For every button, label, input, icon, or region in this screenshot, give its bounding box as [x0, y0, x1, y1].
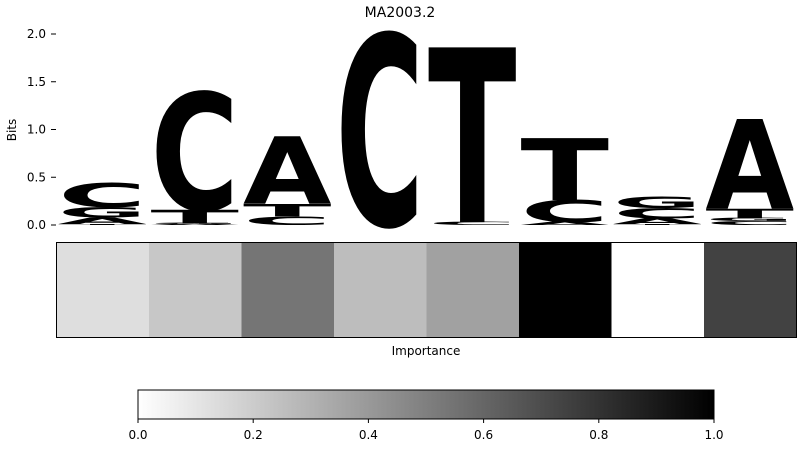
importance-cell [334, 242, 427, 338]
logo-y-ticks: 0.0 0.5 1.0 1.5 2.0 [27, 27, 56, 232]
logo-letter-a: A [521, 221, 610, 226]
colorbar-tick-label: 0.0 [128, 428, 147, 442]
logo-letter-g: G [151, 223, 239, 225]
colorbar-tick-label: 0.8 [589, 428, 608, 442]
logo-y-tick-label: 1.5 [27, 75, 46, 89]
logo-y-tick-label: 0.0 [27, 218, 46, 232]
logo-letter-a: A [151, 224, 240, 226]
importance-cell [704, 242, 797, 338]
importance-panel: Importance [56, 242, 797, 358]
logo-letter-a: A [706, 96, 795, 239]
colorbar-tick-label: 0.4 [359, 428, 378, 442]
importance-cell [426, 242, 520, 338]
logo-letter-t: T [58, 224, 147, 226]
colorbar-tick-label: 0.6 [474, 428, 493, 442]
logo-y-tick-label: 2.0 [27, 27, 46, 41]
logo-letter-g: G [58, 204, 146, 221]
chart-title: MA2003.2 [365, 5, 436, 21]
importance-frame [56, 242, 797, 338]
importance-cell [241, 242, 335, 338]
colorbar-gradient [137, 389, 715, 420]
importance-cell [149, 242, 242, 338]
logo-letter-t: T [243, 201, 331, 221]
colorbar-tick-label: 0.2 [244, 428, 263, 442]
importance-cells [56, 242, 797, 338]
colorbar: 0.0 0.2 0.4 0.6 0.8 1.0 [128, 389, 724, 442]
logo-letter-c: C [706, 220, 794, 226]
logo-letter-a: A [243, 117, 332, 226]
logo-y-axis-label: Bits [5, 119, 19, 142]
logo-letter-c: C [428, 221, 516, 226]
importance-cell [56, 242, 150, 338]
logo-letter-g: G [706, 218, 794, 223]
importance-cell [519, 242, 612, 338]
logo-letter-g: G [613, 193, 701, 211]
logo-letter-t: T [706, 206, 795, 221]
logo-letter-a: A [613, 217, 702, 226]
logo-y-tick-label: 0.5 [27, 170, 46, 184]
importance-x-axis-label: Importance [392, 344, 461, 358]
logo-letter-t: T [613, 224, 702, 226]
logo-letter-t: T [428, 1, 516, 280]
logo-letter-t: T [151, 206, 239, 227]
logo-y-tick-label: 1.0 [27, 123, 46, 137]
colorbar-tick-label: 1.0 [704, 428, 723, 442]
colorbar-ticks: 0.0 0.2 0.4 0.6 0.8 1.0 [128, 419, 724, 442]
importance-cell [611, 242, 705, 338]
logo-letter-c: C [243, 214, 331, 228]
logo-letter-t: T [521, 121, 610, 220]
logo-letter-c: C [58, 176, 146, 214]
logo-letter-a: A [58, 216, 147, 227]
logo-letter-c: C [336, 0, 424, 288]
logo-letter-c: C [613, 205, 701, 222]
logo-letter-c: C [151, 60, 239, 248]
logo-letter-c: C [521, 194, 609, 229]
